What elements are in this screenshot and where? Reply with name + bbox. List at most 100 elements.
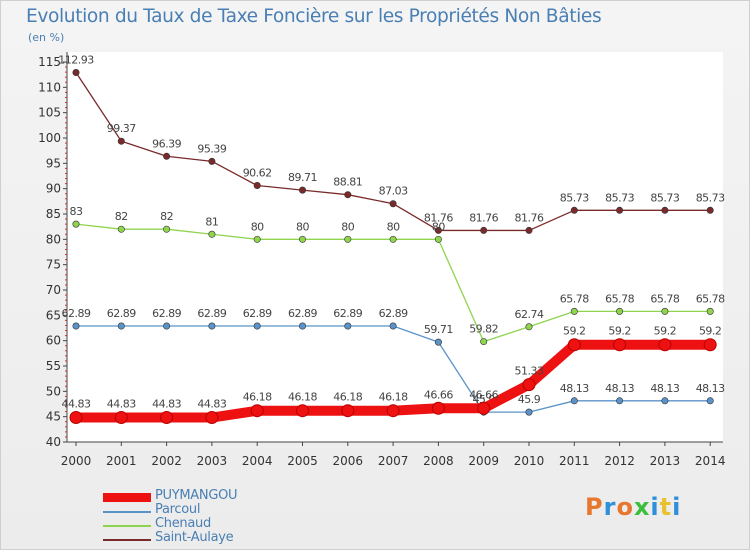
data-point-puymangou xyxy=(296,404,309,418)
data-point-parcoul xyxy=(298,322,306,330)
data-point-chenaud xyxy=(72,220,80,228)
data-label-saint-aulaye: 96.39 xyxy=(152,137,181,150)
data-label-puymangou: 46.18 xyxy=(379,391,408,404)
data-label-saint-aulaye: 112.93 xyxy=(58,53,94,66)
data-point-saint-aulaye xyxy=(480,226,488,234)
data-label-puymangou: 46.66 xyxy=(424,388,453,401)
logo-letter: x xyxy=(633,493,651,521)
legend-label-puymangou: PUYMANGOU xyxy=(155,488,238,503)
data-label-saint-aulaye: 95.39 xyxy=(197,142,226,155)
data-point-chenaud xyxy=(389,235,397,243)
data-point-chenaud xyxy=(117,225,125,233)
y-tick-label: 75 xyxy=(46,258,61,272)
data-point-puymangou xyxy=(114,411,128,425)
x-tick-label: 2006 xyxy=(333,454,364,468)
y-tick-label: 45 xyxy=(46,410,61,424)
data-label-parcoul: 62.89 xyxy=(197,307,226,320)
data-point-chenaud xyxy=(616,307,624,315)
x-tick-label: 2007 xyxy=(378,454,409,468)
logo-letter: i xyxy=(672,493,682,521)
data-label-parcoul: 48.13 xyxy=(605,382,634,395)
data-label-chenaud: 83 xyxy=(70,205,83,218)
x-tick-label: 2001 xyxy=(106,454,137,468)
data-point-chenaud xyxy=(208,230,216,238)
data-label-parcoul: 62.89 xyxy=(152,307,181,320)
data-label-saint-aulaye: 90.62 xyxy=(243,167,272,180)
data-label-chenaud: 65.78 xyxy=(605,292,634,305)
data-point-puymangou xyxy=(431,401,445,415)
data-label-chenaud: 82 xyxy=(160,210,173,223)
data-point-chenaud xyxy=(706,307,714,315)
data-point-chenaud xyxy=(253,235,261,243)
data-point-saint-aulaye xyxy=(570,206,578,214)
data-point-chenaud xyxy=(661,307,669,315)
chart-title: Evolution du Taux de Taxe Foncière sur l… xyxy=(26,5,602,27)
data-point-parcoul xyxy=(525,408,533,416)
data-point-puymangou xyxy=(522,378,536,392)
data-label-chenaud: 80 xyxy=(251,220,264,233)
data-label-chenaud: 80 xyxy=(341,220,354,233)
data-label-chenaud: 80 xyxy=(296,220,309,233)
data-label-chenaud: 81 xyxy=(205,215,218,228)
data-label-saint-aulaye: 88.81 xyxy=(333,176,362,189)
y-tick-label: 65 xyxy=(46,308,61,322)
data-label-saint-aulaye: 89.71 xyxy=(288,171,317,184)
data-point-saint-aulaye xyxy=(163,152,171,160)
y-tick-label: 50 xyxy=(46,384,61,398)
data-label-puymangou: 44.83 xyxy=(197,398,226,411)
data-point-puymangou xyxy=(205,411,219,425)
data-label-saint-aulaye: 99.37 xyxy=(107,122,136,135)
data-label-chenaud: 65.78 xyxy=(560,292,589,305)
data-point-chenaud xyxy=(434,235,442,243)
data-point-saint-aulaye xyxy=(117,137,125,145)
logo-letter: P xyxy=(585,493,604,521)
data-point-chenaud xyxy=(298,235,306,243)
data-point-saint-aulaye xyxy=(72,68,80,76)
data-label-parcoul: 62.89 xyxy=(243,307,272,320)
x-tick-label: 2010 xyxy=(514,454,545,468)
data-point-puymangou xyxy=(703,338,717,352)
x-tick-label: 2009 xyxy=(468,454,499,468)
y-tick-label: 100 xyxy=(38,131,61,145)
data-point-parcoul xyxy=(706,397,714,405)
logo-letter: r xyxy=(603,493,617,521)
data-point-chenaud xyxy=(344,235,352,243)
data-label-puymangou: 44.83 xyxy=(62,398,91,411)
data-point-saint-aulaye xyxy=(706,206,714,214)
data-label-puymangou: 51.33 xyxy=(515,365,544,378)
data-point-puymangou xyxy=(567,338,581,352)
data-point-parcoul xyxy=(208,322,216,330)
data-point-chenaud xyxy=(525,323,533,331)
data-point-parcoul xyxy=(661,397,669,405)
data-point-puymangou xyxy=(250,404,264,418)
data-label-puymangou: 46.18 xyxy=(243,391,272,404)
legend-swatch-puymangou xyxy=(103,493,151,502)
logo-letter: i xyxy=(650,493,660,521)
proxiti-logo: Proxiti xyxy=(585,493,681,521)
data-label-chenaud: 80 xyxy=(432,220,445,233)
y-tick-label: 40 xyxy=(46,435,61,449)
data-label-parcoul: 62.89 xyxy=(333,307,362,320)
y-tick-label: 85 xyxy=(46,207,61,221)
logo-letter: o xyxy=(616,493,634,521)
data-point-puymangou xyxy=(160,411,174,425)
data-label-saint-aulaye: 81.76 xyxy=(515,211,544,224)
data-label-saint-aulaye: 85.73 xyxy=(605,191,634,204)
data-label-parcoul: 62.89 xyxy=(62,307,91,320)
legend-swatch-parcoul xyxy=(103,511,151,513)
data-point-parcoul xyxy=(570,397,578,405)
unit-label: (en %) xyxy=(28,31,65,44)
data-point-parcoul xyxy=(616,397,624,405)
data-label-chenaud: 80 xyxy=(387,220,400,233)
data-point-saint-aulaye xyxy=(298,186,306,194)
data-point-puymangou xyxy=(613,338,627,352)
data-label-parcoul: 62.89 xyxy=(107,307,136,320)
data-label-puymangou: 44.83 xyxy=(152,398,181,411)
data-point-saint-aulaye xyxy=(389,200,397,208)
data-point-parcoul xyxy=(253,322,261,330)
x-tick-label: 2002 xyxy=(151,454,182,468)
data-label-parcoul: 62.89 xyxy=(379,307,408,320)
y-tick-label: 110 xyxy=(38,80,61,94)
